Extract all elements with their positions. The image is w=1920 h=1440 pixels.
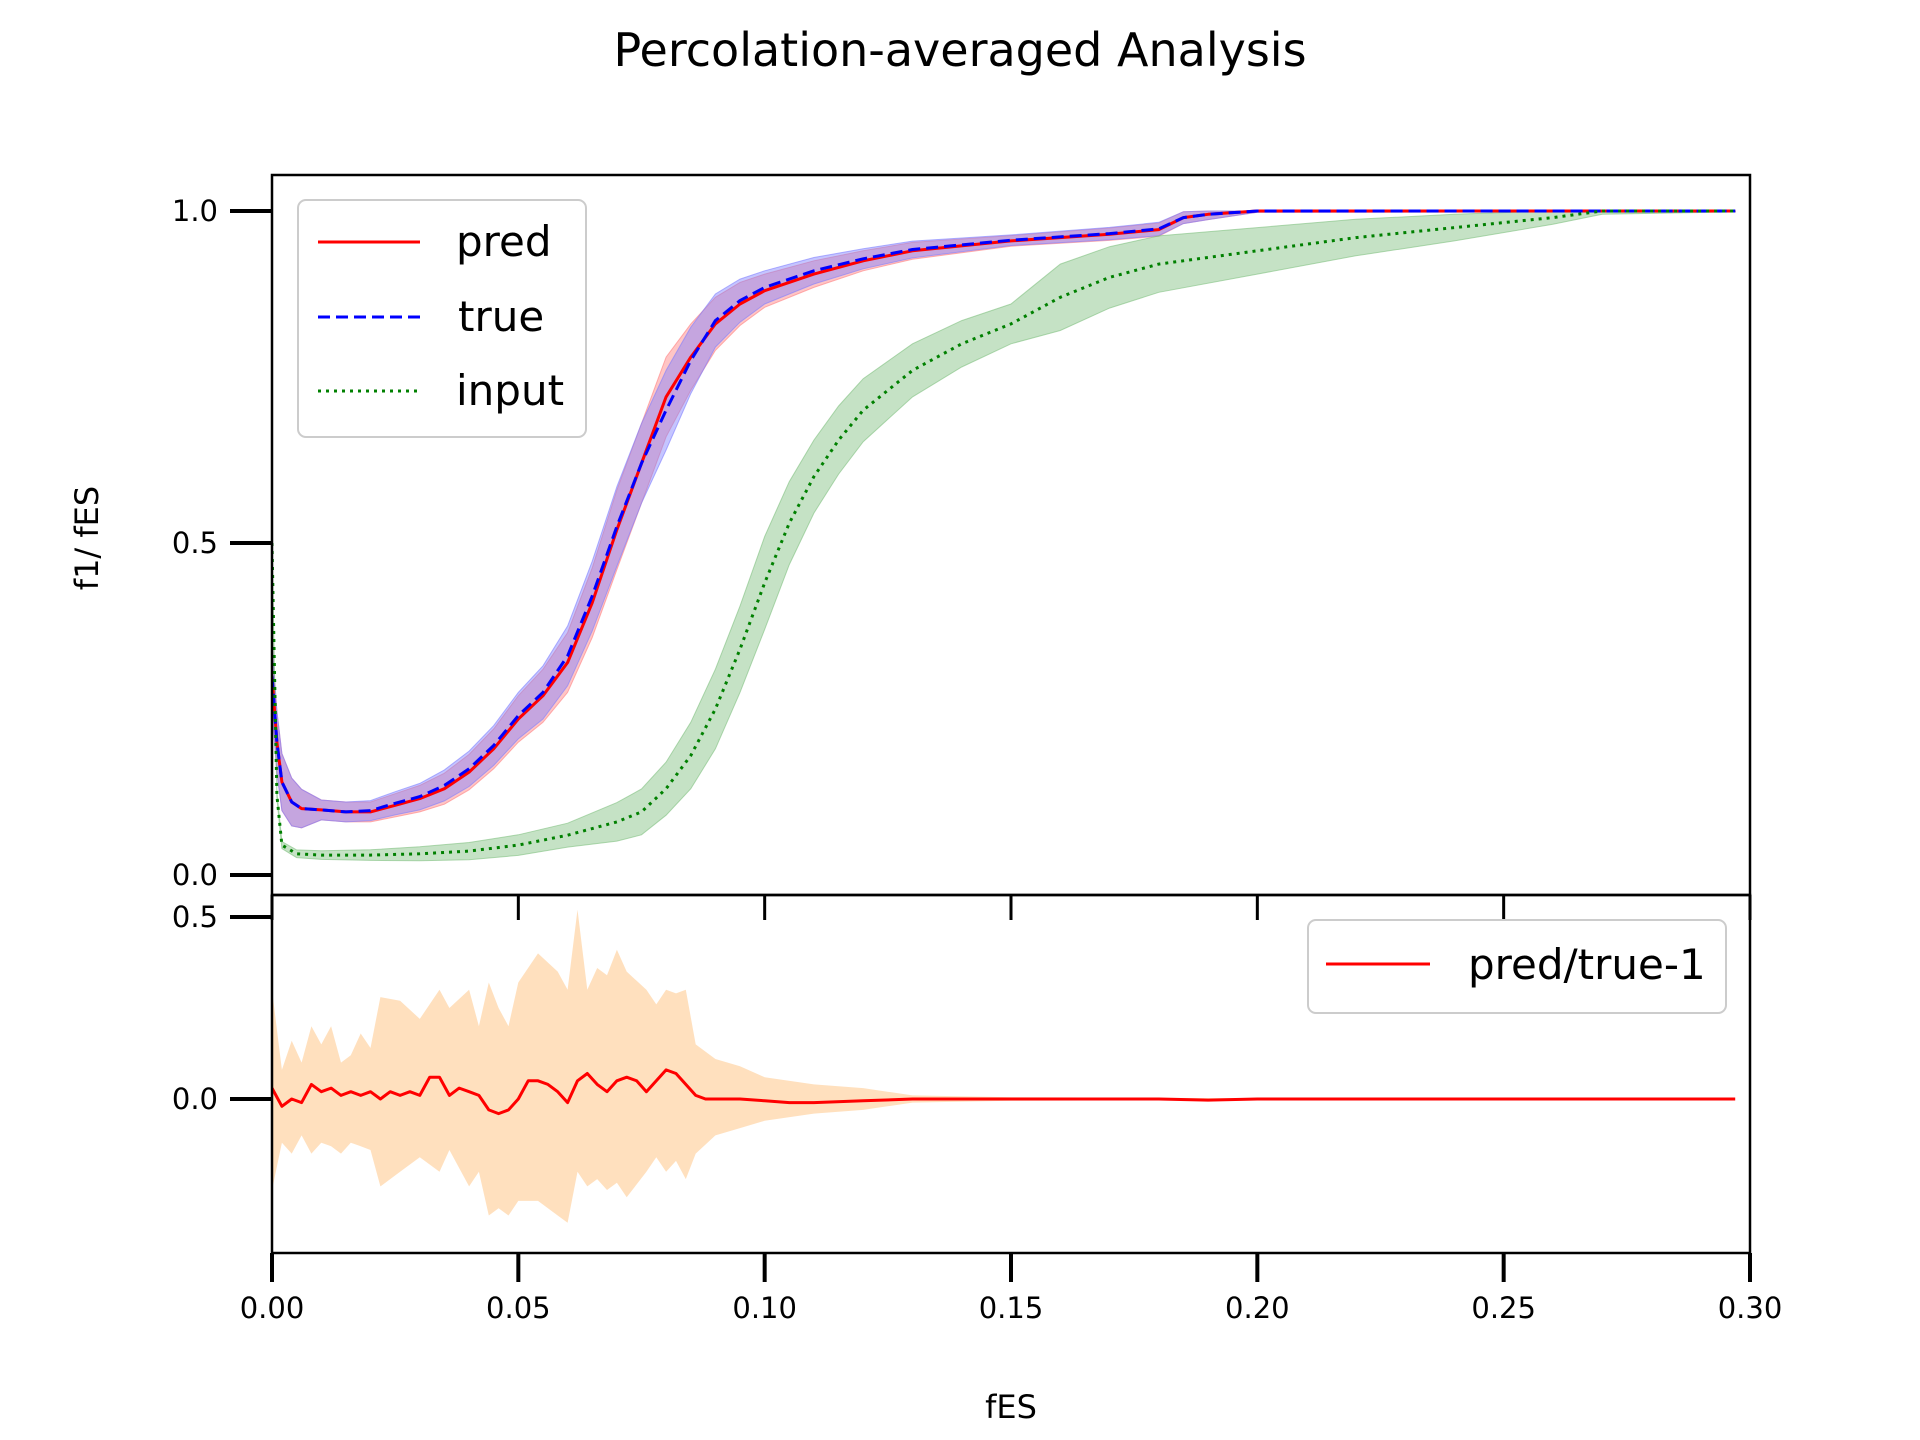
chart-title: Percolation-averaged Analysis [613, 23, 1306, 77]
top-y-ticks: 1.0 0.5 0.0 [172, 194, 272, 892]
bottom-legend: pred/true-1 [1307, 919, 1727, 1014]
legend-label-input: input [456, 366, 564, 415]
band-ratio [272, 909, 1736, 1223]
line-ratio [272, 1068, 1736, 1116]
bottom-legend-box [1307, 919, 1727, 1014]
x-ticks: 0.00 0.05 0.10 0.15 0.20 0.25 0.30 [240, 895, 1783, 1325]
x-axis-label: fES [985, 1388, 1037, 1426]
top-y-axis-label: f1/ fES [68, 486, 106, 590]
bottom-panel: 0.50.0 0.00 0.05 0.10 0.15 0.20 0.25 0.30 fES … [172, 893, 1783, 1426]
bottom-y-tick-label: 0.5 [172, 900, 218, 934]
top-y-tick-label: 1.0 [172, 194, 218, 228]
x-tick-label: 0.10 [732, 1291, 797, 1325]
bottom-y-ticks: 0.5 0.0 [172, 900, 272, 1116]
top-y-tick-label: 0.5 [172, 526, 218, 560]
x-tick-label: 0.15 [979, 1291, 1044, 1325]
top-plot-area [272, 209, 1736, 862]
bottom-plot-area [272, 909, 1736, 1223]
top-legend-box [297, 199, 587, 438]
line-true [272, 209, 1736, 814]
x-tick-label: 0.20 [1225, 1291, 1290, 1325]
top-panel: 1.0 0.5 0.0 f1/ fES pred true input [68, 173, 1752, 897]
legend-label-true: true [458, 292, 544, 341]
x-tick-label: 0.30 [1718, 1291, 1783, 1325]
legend-label-pred: pred [456, 217, 552, 266]
bottom-y-tick-label: 0.0 [172, 1082, 218, 1116]
legend-label-ratio: pred/true-1 [1468, 940, 1706, 989]
top-legend: pred true input [297, 199, 587, 438]
top-y-tick-label: 0.0 [172, 858, 218, 892]
x-tick-label: 0.05 [486, 1291, 551, 1325]
line-input [272, 209, 1736, 857]
x-tick-label: 0.00 [240, 1291, 305, 1325]
x-tick-label: 0.25 [1471, 1291, 1536, 1325]
